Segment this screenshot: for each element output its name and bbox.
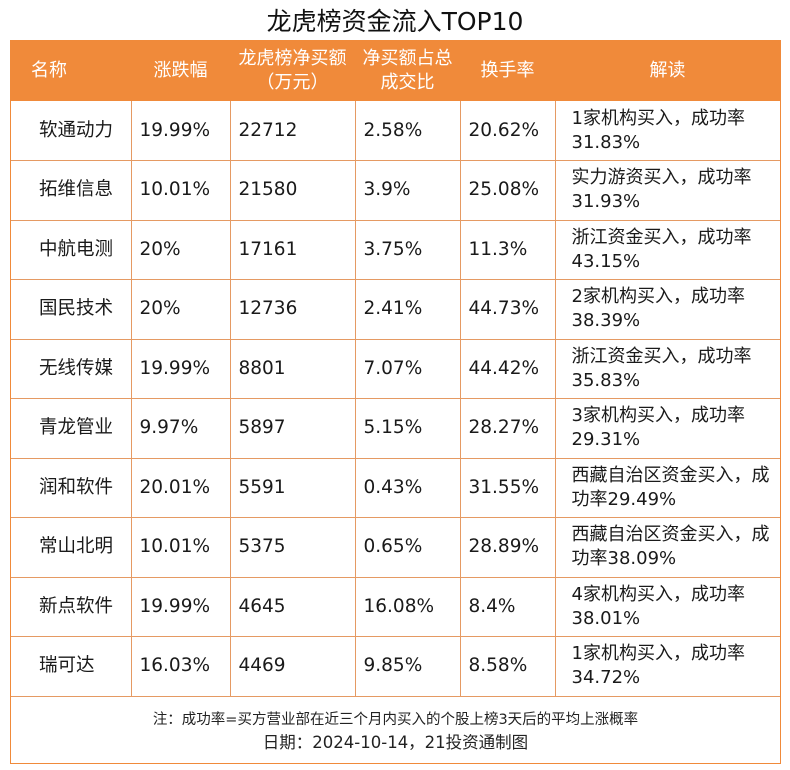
footnote: 注：成功率=买方营业部在近三个月内买入的个股上榜3天后的平均上涨概率: [152, 712, 639, 728]
date-credit: 日期：2024-10-14，21投资通制图: [262, 733, 529, 752]
cell-ratio: 16.08%: [354, 577, 460, 637]
cell-interp: 1家机构买入，成功率31.83%: [554, 101, 780, 161]
cell-interp: 浙江资金买入，成功率43.15%: [554, 220, 780, 280]
table-frame: [10, 40, 781, 764]
cell-ratio: 5.15%: [354, 398, 460, 459]
cell-ratio: 7.07%: [354, 339, 460, 399]
inflow-table: 名称 涨跌幅 龙虎榜净买额（万元） 净买额占总成交比 换手率 解读 软通动力 19…: [11, 41, 780, 697]
cell-change: 19.99%: [130, 101, 230, 161]
cell-ratio: 2.41%: [354, 279, 460, 340]
cell-interp: 3家机构买入，成功率29.31%: [554, 398, 780, 459]
cell-net-buy: 21580: [229, 160, 355, 221]
table-row: 新点软件 19.99% 4645 16.08% 8.4% 4家机构买入，成功率38.01%: [11, 577, 780, 637]
cell-interp: 实力游资买入，成功率31.93%: [554, 160, 780, 221]
table-row: 软通动力 19.99% 22712 2.58% 20.62% 1家机构买入，成功率31.8…: [11, 101, 780, 161]
cell-net-buy: 5375: [229, 517, 355, 578]
table-row: 拓维信息 10.01% 21580 3.9% 25.08% 实力游资买入，成功率31.93…: [11, 160, 780, 221]
header-row: 名称 涨跌幅 龙虎榜净买额（万元） 净买额占总成交比 换手率 解读: [11, 41, 780, 101]
cell-name: 拓维信息: [11, 160, 131, 221]
cell-ratio: 2.58%: [354, 101, 460, 161]
header-name: 名称: [11, 41, 131, 101]
cell-turnover: 28.27%: [459, 398, 555, 459]
table-row: 无线传媒 19.99% 8801 7.07% 44.42% 浙江资金买入，成功率35.83…: [11, 339, 780, 399]
cell-change: 19.99%: [130, 339, 230, 399]
table-row: 国民技术 20% 12736 2.41% 44.73% 2家机构买入，成功率38.39%: [11, 279, 780, 340]
cell-net-buy: 17161: [229, 220, 355, 280]
header-net-buy: 龙虎榜净买额（万元）: [230, 41, 355, 101]
table-row: 中航电测 20% 17161 3.75% 11.3% 浙江资金买入，成功率43.15%: [11, 220, 780, 280]
cell-interp: 西藏自治区资金买入，成功率29.49%: [554, 458, 780, 518]
cell-ratio: 0.43%: [354, 458, 460, 518]
cell-change: 19.99%: [130, 577, 230, 637]
cell-name: 常山北明: [11, 517, 131, 578]
page-title: 龙虎榜资金流入TOP10: [266, 7, 524, 36]
cell-change: 20%: [130, 220, 230, 280]
cell-net-buy: 5897: [229, 398, 355, 459]
table-row: 青龙管业 9.97% 5897 5.15% 28.27% 3家机构买入，成功率29.31%: [11, 398, 780, 459]
cell-name: 软通动力: [11, 101, 131, 161]
cell-turnover: 8.4%: [459, 577, 555, 637]
table-row: 润和软件 20.01% 5591 0.43% 31.55% 西藏自治区资金买入，成功率29…: [11, 458, 780, 518]
cell-change: 20.01%: [130, 458, 230, 518]
cell-name: 青龙管业: [11, 398, 131, 459]
cell-turnover: 8.58%: [459, 636, 555, 697]
table-body: 软通动力 19.99% 22712 2.58% 20.62% 1家机构买入，成功率31.8…: [11, 101, 780, 697]
cell-turnover: 44.73%: [459, 279, 555, 340]
cell-change: 20%: [130, 279, 230, 340]
cell-interp: 浙江资金买入，成功率35.83%: [554, 339, 780, 399]
table-row: 瑞可达 16.03% 4469 9.85% 8.58% 1家机构买入，成功率34.72%: [11, 636, 780, 697]
cell-turnover: 20.62%: [459, 101, 555, 161]
header-ratio: 净买额占总成交比: [355, 41, 460, 101]
cell-net-buy: 4469: [229, 636, 355, 697]
footer: 注：成功率=买方营业部在近三个月内买入的个股上榜3天后的平均上涨概率 日期：20…: [11, 701, 780, 763]
cell-interp: 4家机构买入，成功率38.01%: [554, 577, 780, 637]
cell-name: 国民技术: [11, 279, 131, 340]
cell-turnover: 28.89%: [459, 517, 555, 578]
cell-name: 新点软件: [11, 577, 131, 637]
cell-net-buy: 8801: [229, 339, 355, 399]
cell-name: 瑞可达: [11, 636, 131, 697]
cell-ratio: 9.85%: [354, 636, 460, 697]
header-change: 涨跌幅: [131, 41, 230, 101]
cell-ratio: 3.75%: [354, 220, 460, 280]
cell-net-buy: 12736: [229, 279, 355, 340]
cell-change: 10.01%: [130, 160, 230, 221]
cell-net-buy: 22712: [229, 101, 355, 161]
cell-change: 16.03%: [130, 636, 230, 697]
cell-interp: 2家机构买入，成功率38.39%: [554, 279, 780, 340]
cell-name: 润和软件: [11, 458, 131, 518]
cell-net-buy: 4645: [229, 577, 355, 637]
header-turnover: 换手率: [460, 41, 555, 101]
cell-interp: 西藏自治区资金买入，成功率38.09%: [554, 517, 780, 578]
cell-turnover: 11.3%: [459, 220, 555, 280]
cell-turnover: 44.42%: [459, 339, 555, 399]
cell-name: 中航电测: [11, 220, 131, 280]
cell-change: 10.01%: [130, 517, 230, 578]
cell-turnover: 31.55%: [459, 458, 555, 518]
cell-ratio: 0.65%: [354, 517, 460, 578]
cell-name: 无线传媒: [11, 339, 131, 399]
cell-change: 9.97%: [130, 398, 230, 459]
cell-net-buy: 5591: [229, 458, 355, 518]
table-row: 常山北明 10.01% 5375 0.65% 28.89% 西藏自治区资金买入，成功率38…: [11, 517, 780, 578]
header-interp: 解读: [555, 41, 780, 101]
cell-turnover: 25.08%: [459, 160, 555, 221]
cell-ratio: 3.9%: [354, 160, 460, 221]
cell-interp: 1家机构买入，成功率34.72%: [554, 636, 780, 697]
